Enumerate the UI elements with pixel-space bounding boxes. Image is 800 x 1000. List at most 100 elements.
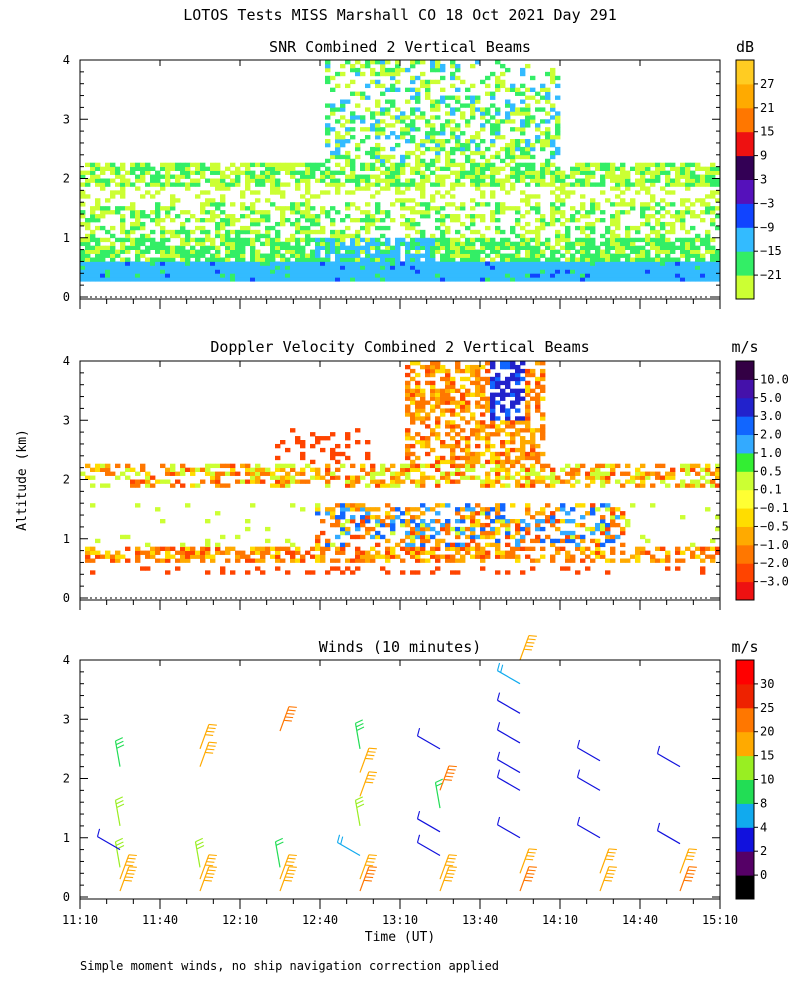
snr-cell xyxy=(265,170,271,175)
doppler-cell xyxy=(375,542,381,548)
snr-cell xyxy=(430,245,436,250)
doppler-cell xyxy=(485,380,491,386)
snr-cell xyxy=(420,269,426,274)
snr-cell xyxy=(460,182,466,187)
doppler-cell xyxy=(525,526,531,532)
snr-cell xyxy=(155,221,161,227)
snr-cell xyxy=(530,174,536,179)
doppler-cell xyxy=(460,428,466,433)
snr-cell xyxy=(100,225,106,231)
doppler-cell xyxy=(345,530,351,536)
snr-cell xyxy=(90,206,96,211)
snr-cell xyxy=(270,166,276,171)
snr-cell xyxy=(675,214,681,219)
snr-cell xyxy=(450,214,456,219)
snr-cell xyxy=(635,245,641,250)
doppler-cell xyxy=(410,515,416,520)
snr-cell xyxy=(470,229,476,235)
doppler-cell xyxy=(645,471,651,476)
snr-cell xyxy=(580,178,586,183)
snr-cell xyxy=(145,190,151,195)
snr-cell xyxy=(535,237,541,243)
snr-cell xyxy=(290,261,296,266)
doppler-cell xyxy=(455,455,461,461)
snr-cell xyxy=(515,257,521,262)
snr-cell xyxy=(275,206,281,211)
snr-cell xyxy=(705,182,711,187)
doppler-cell xyxy=(695,546,701,551)
snr-cell xyxy=(235,237,241,243)
doppler-cell xyxy=(490,455,496,461)
doppler-cell xyxy=(680,558,686,563)
snr-cell xyxy=(375,225,381,231)
doppler-cell xyxy=(605,534,611,540)
doppler-cell xyxy=(515,542,521,548)
snr-cell xyxy=(380,273,386,278)
doppler-cell xyxy=(600,475,606,480)
snr-cell xyxy=(230,182,236,187)
snr-cell xyxy=(700,257,706,262)
snr-cell xyxy=(135,174,141,179)
snr-cell xyxy=(635,249,641,254)
snr-cell xyxy=(115,249,121,254)
snr-cell xyxy=(470,158,476,164)
snr-cell xyxy=(405,225,411,231)
snr-cell xyxy=(150,277,156,282)
colorbar-tick-label: 21 xyxy=(760,101,774,115)
snr-cell xyxy=(495,225,501,231)
snr-cell xyxy=(620,261,626,266)
snr-cell xyxy=(270,190,276,195)
snr-cell xyxy=(370,261,376,266)
wind-barb xyxy=(576,816,601,839)
snr-cell xyxy=(200,229,206,235)
snr-cell xyxy=(655,162,661,168)
snr-cell xyxy=(330,245,336,250)
snr-cell xyxy=(425,245,431,250)
doppler-cell xyxy=(540,424,546,429)
doppler-cell xyxy=(360,507,366,512)
snr-cell xyxy=(515,269,521,274)
doppler-cell xyxy=(445,522,451,528)
snr-cell xyxy=(475,178,481,183)
doppler-cell xyxy=(610,538,616,544)
doppler-cell xyxy=(300,467,306,472)
snr-cell xyxy=(375,210,381,215)
doppler-cell xyxy=(415,515,421,520)
snr-cell xyxy=(180,273,186,278)
snr-cell xyxy=(90,170,96,175)
snr-cell xyxy=(460,221,466,227)
snr-cell xyxy=(460,115,466,120)
snr-cell xyxy=(705,194,711,199)
doppler-cell xyxy=(450,428,456,433)
snr-cell xyxy=(215,178,221,183)
doppler-cell xyxy=(615,463,621,469)
snr-cell xyxy=(190,182,196,187)
doppler-cell xyxy=(515,519,521,524)
snr-cell xyxy=(455,170,461,175)
snr-cell xyxy=(485,111,491,116)
doppler-cell xyxy=(350,503,356,508)
snr-cell xyxy=(560,265,566,270)
doppler-cell xyxy=(95,554,101,559)
doppler-cell xyxy=(555,519,561,524)
snr-cell xyxy=(345,277,351,282)
snr-cell xyxy=(420,111,426,116)
snr-cell xyxy=(715,166,720,171)
snr-cell xyxy=(625,186,631,191)
snr-cell xyxy=(660,206,666,211)
doppler-cell xyxy=(365,526,371,532)
doppler-cell xyxy=(505,364,511,370)
doppler-cell xyxy=(360,475,366,480)
snr-cell xyxy=(445,269,451,274)
doppler-cell xyxy=(505,455,511,461)
doppler-cell xyxy=(340,522,346,528)
doppler-cell xyxy=(505,483,511,488)
colorbar-swatch xyxy=(736,155,754,180)
doppler-cell xyxy=(640,471,646,476)
snr-cell xyxy=(320,241,326,247)
snr-cell xyxy=(540,146,546,152)
snr-cell xyxy=(475,229,481,235)
snr-cell xyxy=(385,123,391,128)
doppler-cell xyxy=(140,550,146,555)
snr-cell xyxy=(455,139,461,144)
